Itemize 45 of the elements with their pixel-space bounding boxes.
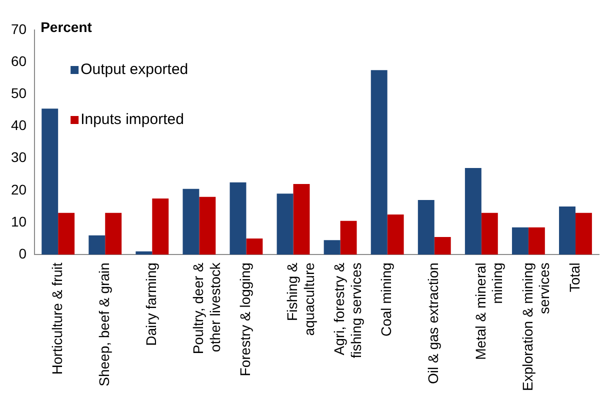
bar bbox=[136, 251, 152, 255]
legend-label: Inputs imported bbox=[80, 111, 184, 128]
y-tick-label: 60 bbox=[10, 52, 27, 69]
bar bbox=[340, 220, 357, 255]
x-tick-label: Forestry & logging bbox=[237, 262, 254, 376]
bar bbox=[434, 236, 451, 255]
bar bbox=[88, 235, 106, 255]
x-tick-label: Coal mining bbox=[378, 262, 394, 337]
x-tick-label: Sheep, beef & grain bbox=[96, 262, 112, 386]
x-tick-label: Poultry, deer & other livestock bbox=[190, 262, 223, 354]
bar bbox=[370, 70, 388, 255]
bar bbox=[293, 184, 310, 255]
bar bbox=[464, 168, 482, 255]
y-tick-label: 30 bbox=[10, 149, 27, 166]
x-tick-label: Total bbox=[566, 262, 582, 292]
x-tick-label: Dairy farming bbox=[143, 262, 160, 346]
bar bbox=[276, 194, 294, 255]
bar bbox=[152, 198, 169, 255]
bar bbox=[387, 214, 404, 255]
x-tick-label: Horticulture & fruit bbox=[48, 262, 65, 375]
y-tick-label: 20 bbox=[10, 181, 27, 198]
y-tick-label: 50 bbox=[10, 85, 27, 102]
bar bbox=[575, 212, 592, 255]
bar bbox=[42, 108, 58, 255]
bar bbox=[182, 188, 200, 255]
bar bbox=[418, 200, 434, 255]
x-tick-label: Metal & mineral mining bbox=[472, 262, 506, 360]
bar bbox=[559, 206, 576, 255]
bar bbox=[230, 182, 246, 255]
y-axis-title: Percent bbox=[40, 18, 92, 35]
legend-label: Output exported bbox=[80, 61, 188, 78]
bar bbox=[528, 227, 545, 255]
bar bbox=[481, 212, 498, 255]
y-tick-label: 10 bbox=[10, 213, 27, 230]
y-tick-label: 70 bbox=[10, 20, 27, 37]
bar bbox=[58, 212, 75, 255]
bar bbox=[246, 238, 263, 255]
bar bbox=[105, 212, 122, 255]
bar bbox=[199, 196, 216, 255]
y-tick-label: 0 bbox=[18, 245, 27, 262]
x-tick-label: Fishing & aquaculture bbox=[284, 262, 317, 336]
y-tick-label: 40 bbox=[10, 117, 27, 134]
bar bbox=[324, 240, 340, 255]
x-tick-label: Oil & gas extraction bbox=[425, 262, 442, 384]
bar bbox=[512, 227, 528, 255]
